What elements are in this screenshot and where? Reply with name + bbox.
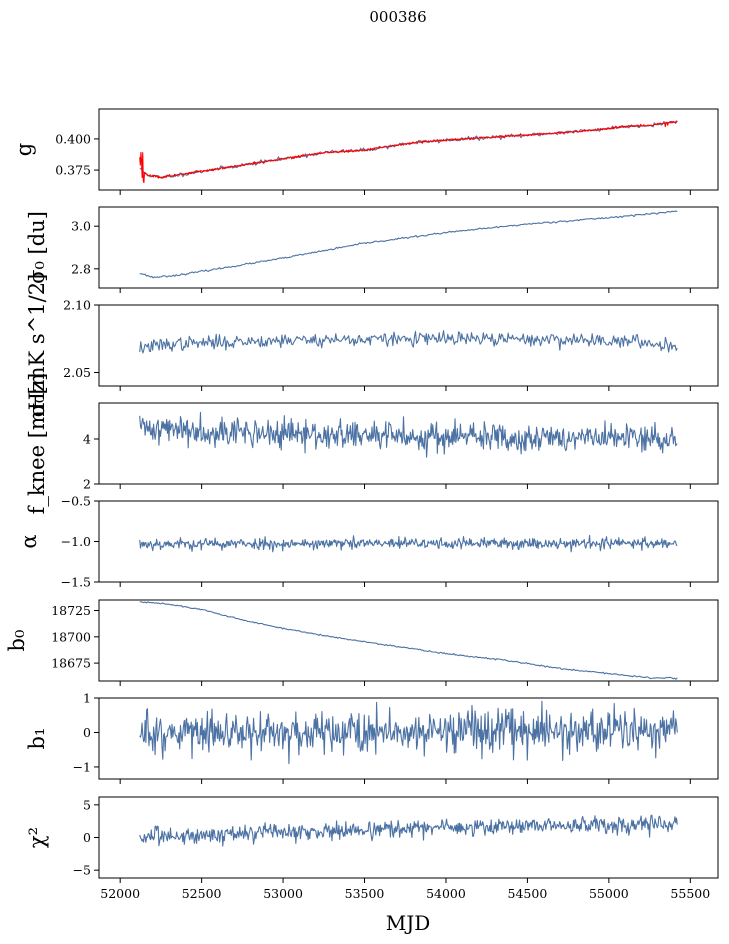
y-tick-label: 0 <box>83 830 91 845</box>
y-tick-label: 2 <box>83 477 91 492</box>
y-tick-label: −5 <box>73 863 91 878</box>
panel-fknee: 2 4 f_knee [mHz] <box>25 373 719 515</box>
x-axis-label: MJD <box>386 911 431 935</box>
panel-b0: 18675 18700 18725 b₀ <box>5 599 719 686</box>
y-axis-label: b₀ <box>5 630 29 652</box>
y-tick-label: 18725 <box>51 603 91 618</box>
y-axis-label: g <box>12 143 36 156</box>
axes-frame <box>98 697 719 780</box>
panel-sigma0_mk: 2.05 2.10 σ₀[mK s^1/2] <box>25 274 719 418</box>
series-line-chi2 <box>139 814 678 847</box>
axes-frame <box>98 500 719 583</box>
y-tick-label: 4 <box>83 432 91 447</box>
y-tick-label: 2.10 <box>63 298 91 313</box>
y-tick-label: 0 <box>83 725 91 740</box>
y-tick-label: 2.05 <box>63 365 91 380</box>
y-axis-label: χ² <box>25 827 49 848</box>
y-tick-label: 18675 <box>51 656 91 671</box>
y-tick-label: −1.5 <box>61 575 91 590</box>
series-line-sigma0_du <box>139 210 678 279</box>
x-tick-label: 53500 <box>345 886 385 901</box>
x-tick-label: 54500 <box>508 886 548 901</box>
y-tick-label: 1 <box>83 691 91 706</box>
series-line-alpha <box>139 534 678 553</box>
y-tick-label: 5 <box>83 797 91 812</box>
panel-g: 0.375 0.400 g <box>12 108 719 195</box>
y-tick-label: 3.0 <box>71 219 91 234</box>
y-axis-label: b₁ <box>25 728 49 750</box>
y-tick-label: 2.8 <box>71 261 91 276</box>
y-axis-label: α <box>17 534 41 548</box>
axes-frame <box>98 108 719 191</box>
series-line-b1 <box>139 700 678 765</box>
axes-frame <box>98 206 719 289</box>
axes-frame <box>98 402 719 485</box>
y-tick-label: −1 <box>73 759 91 774</box>
axes-frame <box>98 599 719 682</box>
panel-alpha: −1.5 −1.0 −0.5 α <box>17 494 719 590</box>
panel-chi2: −5 0 5 52000 52500 53000 53500 54000 54500 55000 5… <box>25 796 719 901</box>
fit-line-g <box>139 120 678 184</box>
x-tick-label: 55500 <box>670 886 710 901</box>
y-tick-label: 18700 <box>51 629 91 644</box>
series-line-fknee <box>139 411 678 458</box>
x-tick-label: 52000 <box>100 886 140 901</box>
y-axis-label: σ₀ [du] <box>25 211 49 284</box>
x-tick-label: 53000 <box>263 886 303 901</box>
figure-title: 000386 <box>369 8 426 26</box>
x-tick-label: 52500 <box>182 886 222 901</box>
y-axis-label: f_knee [mHz] <box>25 373 49 515</box>
y-axis-label: σ₀[mK s^1/2] <box>25 274 49 418</box>
x-tick-label: 55000 <box>589 886 629 901</box>
panel-sigma0_du: 2.8 3.0 σ₀ [du] <box>25 206 719 293</box>
y-tick-label: 0.375 <box>55 163 91 178</box>
series-line-b0 <box>139 601 678 680</box>
x-tick-label: 54000 <box>426 886 466 901</box>
panel-b1: −1 0 1 b₁ <box>25 691 719 784</box>
series-line-sigma0_mk <box>139 330 678 354</box>
y-tick-label: −0.5 <box>61 494 91 509</box>
axes-frame <box>98 304 719 387</box>
y-tick-label: −1.0 <box>61 534 91 549</box>
y-tick-label: 0.400 <box>55 131 91 146</box>
